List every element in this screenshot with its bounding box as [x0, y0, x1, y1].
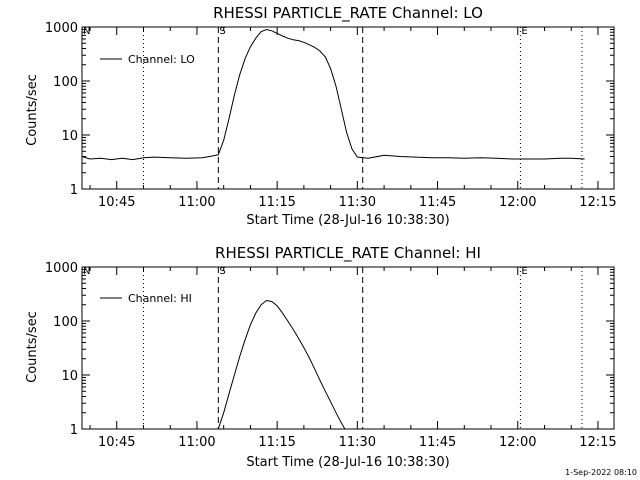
y-tick-label: 1	[70, 423, 78, 438]
plot-frame	[81, 26, 615, 190]
x-tick-label: 12:15	[579, 195, 616, 210]
y-tick-label: 10	[61, 129, 78, 144]
legend-label: Channel: HI	[128, 292, 192, 305]
x-tick-label: 12:00	[499, 195, 536, 210]
marker-label: S	[219, 266, 225, 277]
x-tick-label: 11:45	[419, 435, 456, 450]
chart-title: RHESSI PARTICLE_RATE Channel: LO	[213, 4, 483, 23]
marker-label: E	[521, 26, 527, 37]
x-tick-label: 11:00	[178, 435, 215, 450]
legend-label: Channel: LO	[128, 53, 195, 66]
x-tick-label: 12:00	[499, 435, 536, 450]
y-axis-label: Counts/sec	[25, 311, 40, 383]
y-tick-label: 10	[61, 369, 78, 384]
y-tick-label: 100	[53, 75, 78, 90]
series-line	[217, 299, 346, 430]
chart-panel-hi: RHESSI PARTICLE_RATE Channel: HI Start T…	[25, 244, 617, 470]
chart-title: RHESSI PARTICLE_RATE Channel: HI	[215, 244, 481, 263]
x-tick-label: 11:00	[178, 195, 215, 210]
series-line	[81, 28, 585, 161]
y-axis-label: Counts/sec	[25, 74, 40, 146]
x-tick-label: 12:15	[579, 435, 616, 450]
x-tick-label: 11:30	[339, 195, 376, 210]
chart-panel-lo: RHESSI PARTICLE_RATE Channel: LO Start T…	[25, 4, 617, 228]
marker-label: S	[219, 26, 225, 37]
marker-label: N	[83, 26, 90, 37]
x-tick-label: 11:30	[339, 435, 376, 450]
x-tick-label: 11:45	[419, 195, 456, 210]
y-tick-label: 1	[70, 183, 78, 198]
x-axis-label: Start Time (28-Jul-16 10:38:30)	[246, 455, 449, 470]
marker-label: N	[83, 266, 90, 277]
x-tick-label: 10:45	[98, 195, 135, 210]
x-tick-label: 11:15	[258, 435, 295, 450]
marker-label: E	[521, 266, 527, 277]
x-axis-label: Start Time (28-Jul-16 10:38:30)	[246, 213, 449, 228]
x-tick-label: 10:45	[98, 435, 135, 450]
footer-timestamp: 1-Sep-2022 08:10	[565, 468, 637, 477]
y-tick-label: 1000	[45, 21, 78, 36]
y-tick-label: 100	[53, 315, 78, 330]
x-tick-label: 11:15	[258, 195, 295, 210]
y-tick-label: 1000	[45, 261, 78, 276]
